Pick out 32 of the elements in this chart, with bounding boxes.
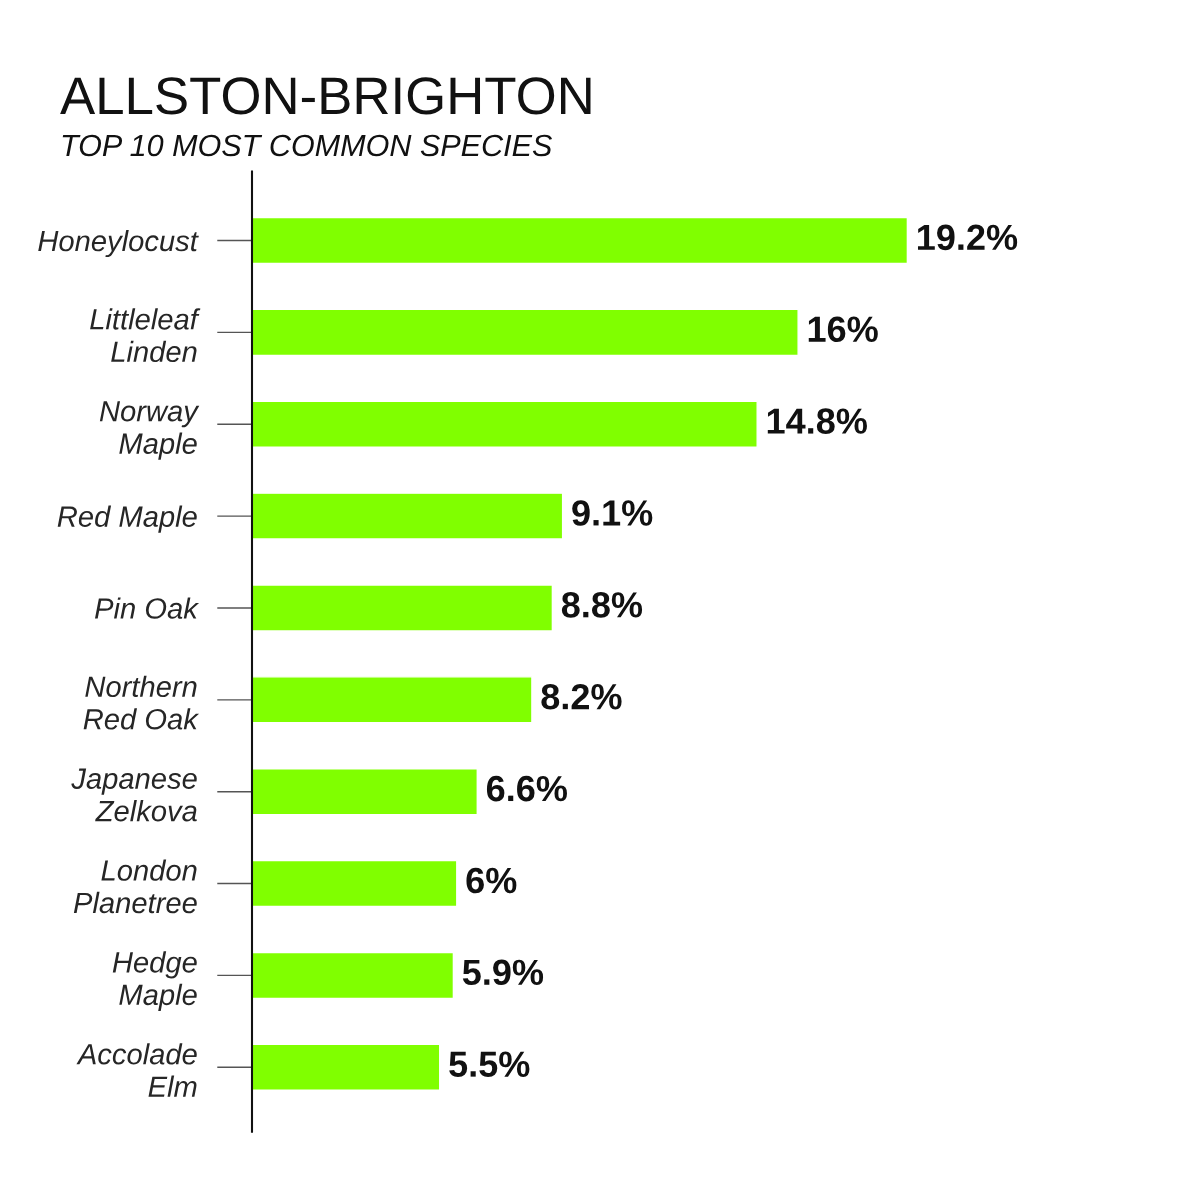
data-label: 9.1%: [572, 500, 653, 526]
bar: [252, 859, 458, 908]
y-tick-label: Northern Red Oak: [83, 675, 200, 730]
y-tick-label: Hedge Maple: [112, 951, 197, 1011]
data-label: 8.8%: [561, 592, 643, 618]
y-tick-label: Pin Oak: [94, 597, 200, 619]
bar: [252, 492, 564, 540]
bar: [252, 584, 554, 632]
y-tick-label: Honeylocust: [38, 229, 199, 258]
data-label: 5.5%: [449, 1051, 530, 1077]
data-label: 8.2%: [541, 683, 622, 710]
y-tick-label: London Planetree: [73, 859, 197, 914]
data-label: 6%: [466, 867, 517, 894]
data-label: 6.6%: [486, 775, 567, 802]
chart-subtitle: TOP 10 MOST COMMON SPECIES: [62, 134, 553, 157]
bar: [252, 400, 758, 448]
data-label: 16%: [808, 316, 878, 343]
bar: [252, 1043, 441, 1091]
bar: [252, 768, 478, 816]
y-tick-label: Littleleaf Linden: [90, 308, 201, 363]
data-label: 5.9%: [462, 959, 544, 986]
y-tick-label: Norway Maple: [99, 401, 200, 460]
y-tick-label: Japanese Zelkova: [71, 768, 197, 822]
data-label: 19.2%: [917, 224, 1018, 251]
data-label: 14.8%: [767, 408, 867, 434]
bar: [252, 216, 909, 265]
y-tick-label: Red Maple: [57, 505, 197, 533]
bar: [252, 951, 455, 1000]
y-tick-label: Accolade Elm: [76, 1043, 197, 1097]
bar: [252, 676, 533, 724]
chart-title: ALLSTON-BRIGHTON: [60, 77, 591, 115]
bar: [252, 308, 799, 357]
